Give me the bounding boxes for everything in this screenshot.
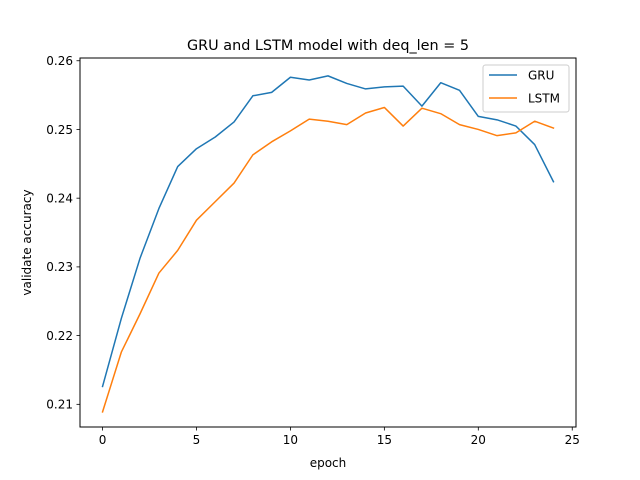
y-tick-label: 0.24 (46, 191, 73, 205)
x-tick-label: 0 (99, 433, 107, 447)
x-tick-label: 5 (193, 433, 201, 447)
x-tick-label: 15 (377, 433, 392, 447)
legend-label-lstm: LSTM (528, 92, 560, 106)
x-tick-label: 20 (471, 433, 486, 447)
x-axis-label: epoch (310, 456, 347, 470)
x-tick-label: 25 (565, 433, 580, 447)
y-tick-label: 0.23 (46, 260, 73, 274)
legend: GRU LSTM (482, 64, 570, 113)
legend-box (482, 64, 570, 113)
series-line-lstm (101, 106, 555, 413)
y-tick-label: 0.21 (46, 398, 73, 412)
y-tick-label: 0.25 (46, 123, 73, 137)
x-axis: 0 5 10 15 20 25 (99, 427, 580, 447)
x-tick-label: 10 (283, 433, 298, 447)
y-axis-label: validate accuracy (20, 189, 34, 295)
y-tick-label: 0.26 (46, 54, 73, 68)
chart-title: GRU and LSTM model with deq_len = 5 (187, 38, 469, 54)
y-tick-label: 0.22 (46, 329, 73, 343)
axes-frame (79, 57, 577, 428)
legend-label-gru: GRU (528, 69, 554, 83)
series-line-gru (101, 75, 555, 388)
y-axis: 0.21 0.22 0.23 0.24 0.25 0.26 (46, 54, 80, 412)
plot-area (101, 75, 555, 413)
